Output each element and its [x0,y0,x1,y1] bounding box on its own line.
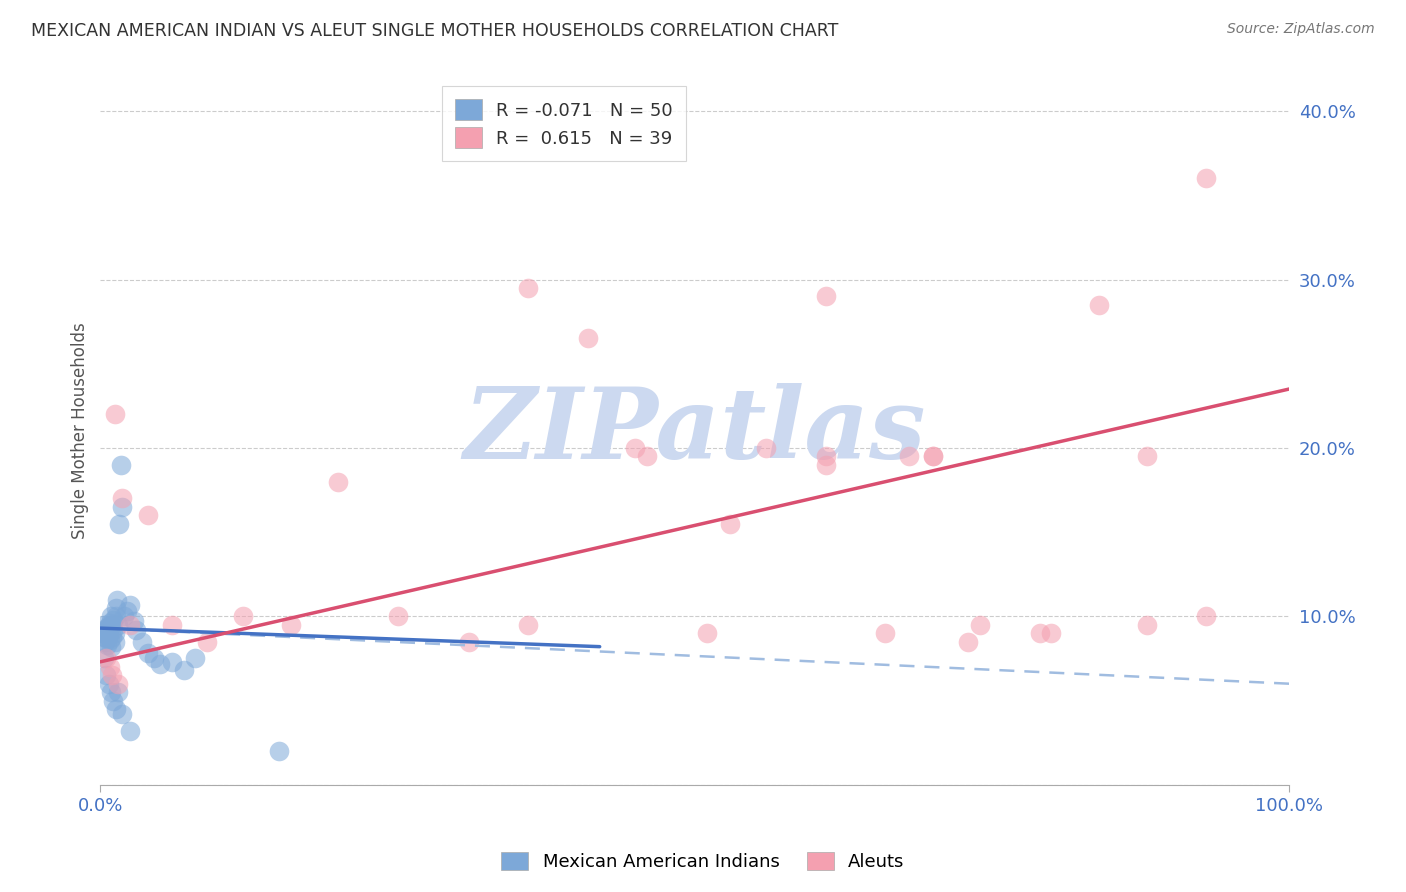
Point [103,613,125,627]
Point [96,638,118,652]
Point [104,407,127,421]
Point [720,516,742,531]
Point [636,450,658,464]
Point [97,619,120,633]
Point [98,632,121,647]
Point [101,630,124,644]
Point [111,491,134,506]
Text: MEXICAN AMERICAN INDIAN VS ALEUT SINGLE MOTHER HOUSEHOLDS CORRELATION CHART: MEXICAN AMERICAN INDIAN VS ALEUT SINGLE … [31,22,838,40]
Point [232,609,254,624]
Point [267,744,290,758]
Point [93,617,115,632]
Point [93,651,115,665]
Point [96,624,118,639]
Point [108,516,131,531]
Point [93,630,115,644]
Point [160,655,183,669]
Point [1195,171,1218,186]
Point [96,651,118,665]
Point [173,663,195,677]
Point [96,668,118,682]
Point [1028,626,1050,640]
Point [100,640,122,654]
Point [94,634,117,648]
Point [184,651,207,665]
Point [125,623,148,637]
Point [160,617,183,632]
Point [101,617,124,632]
Point [104,601,127,615]
Point [104,702,127,716]
Point [110,458,132,472]
Text: Source: ZipAtlas.com: Source: ZipAtlas.com [1227,22,1375,37]
Point [957,634,980,648]
Point [1040,626,1063,640]
Point [104,634,127,648]
Point [280,617,302,632]
Point [624,441,647,455]
Point [104,626,127,640]
Y-axis label: Single Mother Households: Single Mother Households [72,323,89,540]
Point [107,617,129,632]
Point [101,668,124,682]
Point [696,626,718,640]
Point [111,706,134,721]
Point [969,617,991,632]
Point [326,475,349,489]
Point [104,609,127,624]
Point [814,289,837,303]
Point [120,598,142,612]
Point [131,634,153,648]
Point [921,450,943,464]
Point [122,615,145,629]
Point [105,592,128,607]
Point [107,685,129,699]
Point [103,693,125,707]
Point [814,458,837,472]
Point [107,676,129,690]
Point [120,723,142,738]
Point [142,651,165,665]
Legend: Mexican American Indians, Aleuts: Mexican American Indians, Aleuts [494,845,912,879]
Point [94,623,117,637]
Point [100,685,122,699]
Point [921,450,943,464]
Point [97,676,120,690]
Point [91,626,114,640]
Text: ZIPatlas: ZIPatlas [464,383,927,479]
Point [1088,298,1111,312]
Legend: R = -0.071   N = 50, R =  0.615   N = 39: R = -0.071 N = 50, R = 0.615 N = 39 [443,87,686,161]
Point [897,450,920,464]
Point [115,604,138,618]
Point [112,609,135,624]
Point [1195,609,1218,624]
Point [96,632,118,646]
Point [100,609,122,624]
Point [576,331,599,345]
Point [873,626,896,640]
Point [136,647,159,661]
Point [1135,450,1157,464]
Point [98,616,121,631]
Point [97,628,120,642]
Point [814,450,837,464]
Point [195,634,218,648]
Point [1135,617,1157,632]
Point [98,660,121,674]
Point [458,634,481,648]
Point [517,617,540,632]
Point [149,657,172,671]
Point [136,508,159,523]
Point [96,621,118,635]
Point [120,617,142,632]
Point [755,441,778,455]
Point [517,281,540,295]
Point [103,623,125,637]
Point [111,500,134,514]
Point [387,609,409,624]
